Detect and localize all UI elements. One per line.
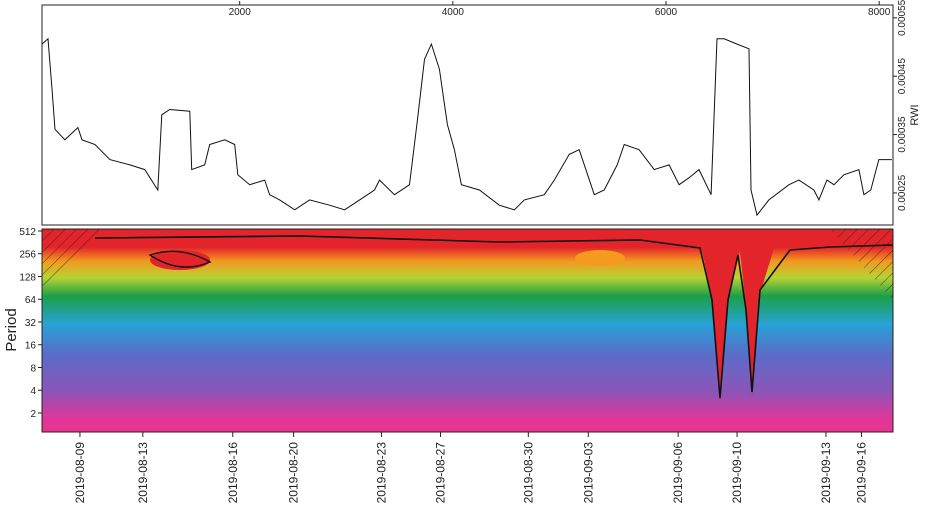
x-tick-label: 4000 [442,7,465,18]
x-tick-label: 2019-09-06 [671,442,685,504]
y-tick-label: 0.00045 [897,58,908,95]
x-tick-label: 2019-09-13 [819,442,833,504]
x-tick-label: 2019-08-16 [226,442,240,504]
y-tick-label: 16 [25,341,37,352]
y-tick-label: 512 [19,227,36,238]
wavelet-image [42,229,894,432]
y-tick-label: 64 [25,295,37,306]
y-tick-label: 8 [30,363,36,374]
x-tick-label: 2019-09-10 [730,442,744,504]
y-tick-label: 2 [30,409,36,420]
y-axis-title: Period [3,308,20,351]
x-tick-label: 2019-08-09 [73,442,87,504]
rwi-line [41,37,892,217]
x-tick-label: 2000 [229,7,252,18]
y-tick-label: 0.00025 [897,174,908,211]
x-tick-label: 2019-08-13 [136,442,150,504]
y-tick-label: 128 [19,272,36,283]
x-tick-label: 2019-09-16 [855,442,869,504]
y-tick-label: 32 [25,318,37,329]
y-tick-label: 0.00055 [897,0,908,36]
y-tick-label: 4 [30,386,36,397]
y-axis-title: RWI [909,104,921,125]
x-tick-label: 2019-08-23 [375,442,389,504]
y-tick-label: 0.00035 [897,116,908,153]
x-tick-label: 2019-08-20 [287,442,301,504]
y-tick-label: 256 [19,250,36,261]
x-tick-label: 2019-08-30 [521,442,535,504]
x-tick-label: 2019-09-03 [581,442,595,504]
x-tick-label: 2019-08-27 [433,442,447,504]
top-frame [41,4,894,226]
bottom-frame [41,228,894,433]
x-tick-label: 6000 [655,7,678,18]
x-tick-label: 8000 [868,7,891,18]
